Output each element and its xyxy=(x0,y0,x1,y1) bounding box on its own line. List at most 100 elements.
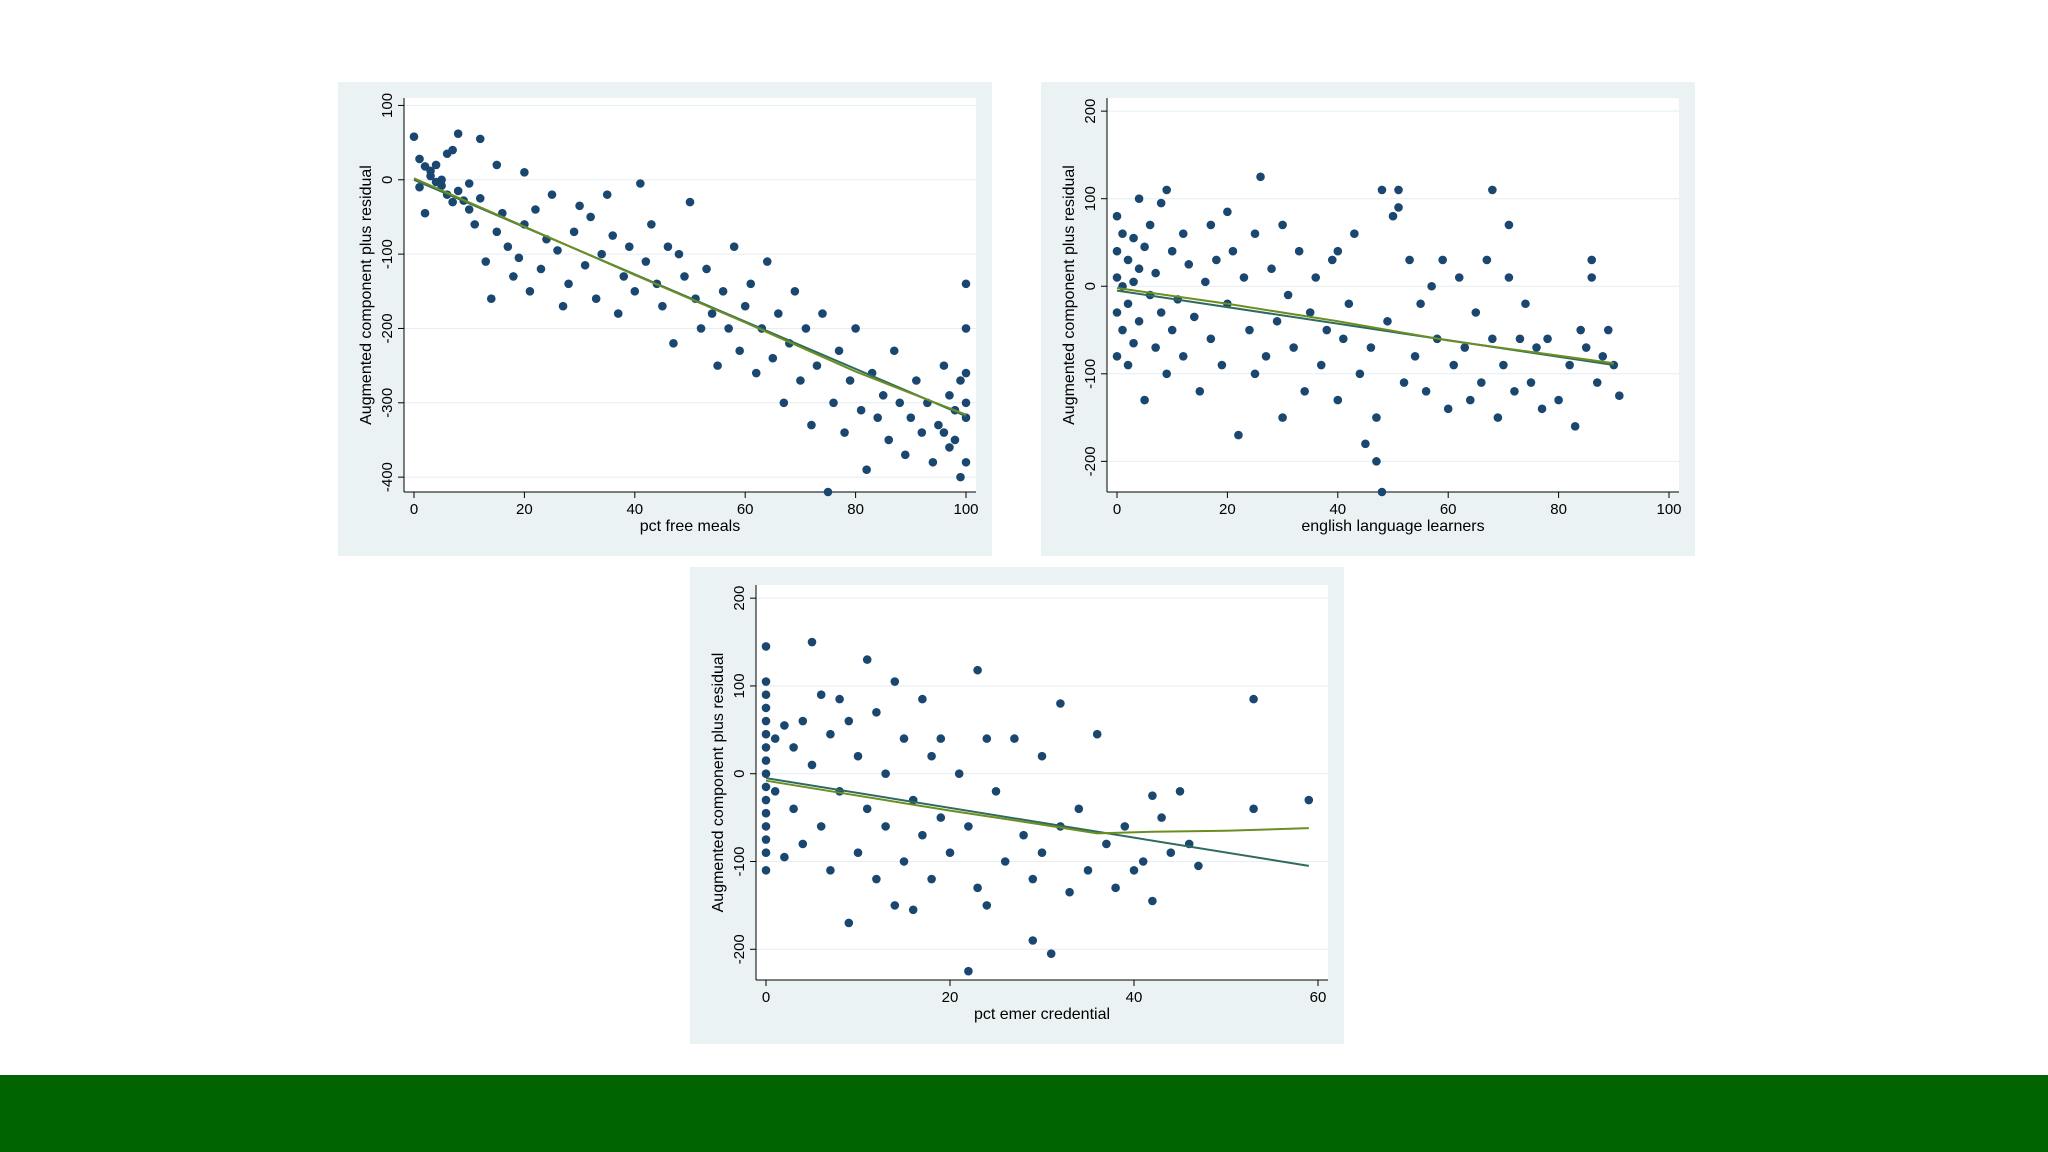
y-tick-label: 200 xyxy=(731,586,748,611)
lowess-smooth-line xyxy=(765,779,1309,835)
data-point xyxy=(1405,255,1414,265)
data-point xyxy=(768,353,778,363)
data-point xyxy=(826,865,835,875)
data-point xyxy=(991,786,1001,796)
data-point xyxy=(1576,325,1585,335)
data-point xyxy=(1543,334,1552,344)
data-point xyxy=(481,257,491,266)
data-point xyxy=(1394,185,1403,195)
data-point xyxy=(761,756,771,765)
data-point xyxy=(1112,308,1122,317)
x-axis-title: pct free meals xyxy=(640,518,740,535)
data-point xyxy=(746,279,756,289)
data-point xyxy=(961,398,971,408)
data-point xyxy=(906,413,916,422)
data-point xyxy=(475,134,485,144)
data-point xyxy=(939,361,949,370)
data-point xyxy=(1156,308,1166,317)
data-point xyxy=(1499,360,1508,370)
data-point xyxy=(1249,694,1258,704)
data-point xyxy=(613,309,623,318)
data-point xyxy=(1333,395,1343,405)
data-point xyxy=(636,179,645,188)
data-point xyxy=(586,212,595,222)
data-point xyxy=(619,272,629,281)
data-point xyxy=(1074,804,1084,814)
data-point xyxy=(1167,325,1177,335)
data-point xyxy=(1482,255,1492,265)
data-point xyxy=(1194,861,1203,871)
data-point xyxy=(1245,325,1254,335)
data-point xyxy=(492,160,502,170)
data-point xyxy=(834,346,844,356)
data-point xyxy=(1488,334,1497,344)
data-point xyxy=(1178,229,1188,239)
data-point xyxy=(1083,865,1093,875)
data-point xyxy=(514,253,524,263)
data-point xyxy=(1399,378,1409,387)
data-point xyxy=(840,428,849,437)
data-point xyxy=(1178,351,1188,361)
data-point xyxy=(1129,338,1138,348)
data-point xyxy=(1134,264,1144,274)
data-point xyxy=(961,368,971,378)
data-point xyxy=(1189,312,1199,322)
chart-panel-emer-credential: 200 100 0 -100 -200 0 20 40 60 pct emer credentia… xyxy=(690,567,1344,1044)
x-tick-label: 80 xyxy=(1550,501,1567,518)
data-point xyxy=(780,852,789,862)
data-point xyxy=(1443,404,1453,414)
data-point xyxy=(520,168,529,177)
data-point xyxy=(899,857,909,866)
data-point xyxy=(862,655,872,664)
data-point xyxy=(1471,308,1481,317)
y-tick-label: 0 xyxy=(731,770,748,778)
data-point xyxy=(779,398,789,408)
data-point xyxy=(1112,246,1122,256)
data-point xyxy=(486,294,496,304)
x-tick-label: 20 xyxy=(1219,501,1236,518)
data-point xyxy=(464,179,474,188)
data-point xyxy=(509,272,518,281)
data-point xyxy=(1344,299,1354,309)
data-point xyxy=(1267,264,1276,274)
data-point xyxy=(1372,457,1381,466)
data-point xyxy=(1037,751,1047,761)
data-point xyxy=(1162,185,1171,195)
y-tick-label: 0 xyxy=(1082,282,1099,290)
data-point xyxy=(1138,857,1148,866)
data-point xyxy=(475,194,485,203)
data-point xyxy=(1565,360,1574,370)
data-point xyxy=(796,376,805,385)
data-point xyxy=(1140,395,1149,405)
data-point xyxy=(1167,246,1177,256)
data-point xyxy=(954,769,964,779)
y-axis-title: Augmented component plus residual xyxy=(358,165,375,425)
data-point xyxy=(918,830,927,840)
data-point xyxy=(1120,822,1130,831)
data-point xyxy=(761,743,771,752)
data-point xyxy=(1333,246,1343,256)
y-tick-label: -300 xyxy=(379,388,396,418)
data-point xyxy=(934,420,943,430)
data-point xyxy=(1217,360,1227,370)
data-point xyxy=(674,249,684,259)
data-point xyxy=(696,324,706,333)
data-point xyxy=(1157,813,1166,822)
data-point xyxy=(761,703,771,713)
plot-area xyxy=(1107,98,1679,492)
data-point xyxy=(1504,273,1514,282)
data-point xyxy=(945,848,955,858)
data-point xyxy=(1148,791,1157,800)
data-point xyxy=(798,716,808,726)
data-point xyxy=(1111,883,1120,893)
data-point xyxy=(1416,299,1425,309)
data-point xyxy=(597,249,606,259)
data-point xyxy=(1212,255,1221,265)
data-point xyxy=(1112,211,1122,221)
data-point xyxy=(939,428,949,437)
data-point xyxy=(895,398,905,408)
data-point xyxy=(470,220,480,229)
data-point xyxy=(1294,246,1304,256)
data-point xyxy=(1272,316,1282,326)
data-point xyxy=(1195,387,1205,396)
